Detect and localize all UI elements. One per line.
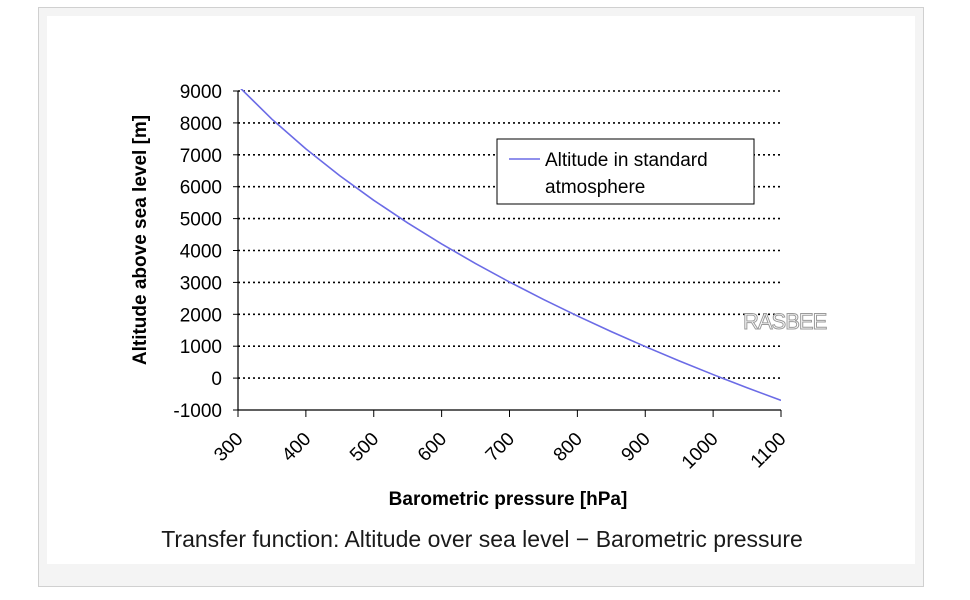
x-tick-label-0: 300 <box>210 429 247 466</box>
x-tick-label-3: 600 <box>414 429 451 466</box>
y-tick-label-1: 8000 <box>180 114 222 135</box>
y-tick-label-8: 1000 <box>180 337 222 358</box>
y-tick-label-6: 3000 <box>180 273 222 294</box>
x-tick-label-5: 800 <box>550 429 587 466</box>
legend-box <box>496 138 755 205</box>
x-tick-labels: 300 400 500 600 700 800 900 1000 1100 <box>210 429 790 474</box>
y-tick-label-10: -1000 <box>173 401 222 422</box>
y-tick-labels: 9000 8000 7000 6000 5000 4000 3000 2000 1000 0 -10… <box>173 82 222 422</box>
x-axis-title: Barometric pressure [hPa] <box>389 489 628 510</box>
x-tick-label-8: 1100 <box>747 429 791 473</box>
y-axis-title: Altitude above sea level [m] <box>130 115 151 365</box>
figure-caption: Transfer function: Altitude over sea lev… <box>161 526 803 552</box>
legend-label-line1: Altitude in standard <box>545 150 708 171</box>
axes <box>233 90 782 417</box>
legend-label-line2: atmosphere <box>545 177 645 198</box>
x-tick-label-1: 400 <box>278 429 315 466</box>
x-tick-label-4: 700 <box>482 429 519 466</box>
y-tick-label-2: 7000 <box>180 146 222 167</box>
y-tick-label-0: 9000 <box>180 82 222 103</box>
watermark-text: RASBEE <box>743 309 827 334</box>
series-line-0 <box>240 89 781 402</box>
chart-panel <box>47 16 915 564</box>
grid-lines <box>238 90 781 379</box>
y-tick-label-5: 4000 <box>180 242 222 263</box>
y-tick-label-7: 2000 <box>180 305 222 326</box>
y-tick-label-4: 5000 <box>180 210 222 231</box>
y-tick-label-3: 6000 <box>180 178 222 199</box>
x-tick-label-6: 900 <box>618 429 655 466</box>
series-lines <box>240 89 781 402</box>
figure-frame <box>38 7 924 587</box>
legend: Altitude in standard atmosphere <box>496 138 755 205</box>
x-tick-label-2: 500 <box>346 429 383 466</box>
y-tick-label-9: 0 <box>211 369 222 390</box>
x-tick-label-7: 1000 <box>678 429 723 474</box>
